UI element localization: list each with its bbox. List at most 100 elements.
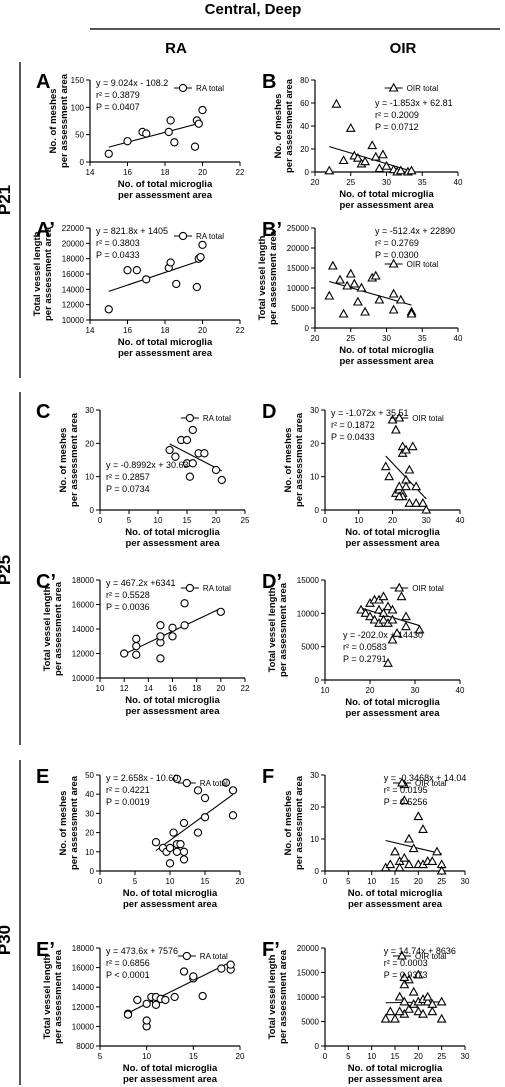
data-point [228,786,238,795]
data-point [399,979,410,989]
equation-line: r² = 0.5528 [106,590,150,600]
data-point [394,481,405,491]
y-axis-label: No. of meshes [58,791,69,856]
x-axis-label: No. of total microglia [339,189,434,200]
x-axis-label: No. of total microglia [348,888,443,899]
data-point [338,308,349,318]
x-tick-label: 18 [161,168,170,177]
panel-letter: A’ [36,219,55,241]
y-tick-label: 12000 [72,1003,95,1012]
x-tick-label: 20 [212,516,221,525]
age-labels: P21 P25 P30 [0,62,21,1085]
y-axis-label: per assessment area [284,78,295,173]
y-axis-label: per assessment area [294,775,305,870]
equation-line: r² = 0.2769 [375,238,419,248]
data-point [387,634,398,644]
x-tick-label: 30 [422,516,431,525]
panel-letter: C’ [36,571,56,593]
data-point [217,964,226,973]
x-tick-label: 5 [133,877,138,886]
data-point [414,624,425,634]
x-axis-label: No. of total microglia [345,697,440,708]
data-point [170,138,179,147]
x-tick-label: 22 [241,684,250,693]
legend-label: OIR total [415,779,447,788]
legend-label: RA total [196,84,224,93]
x-tick-label: 35 [418,334,427,343]
legend-label: OIR total [412,414,444,423]
y-axis-label: per assessment area [43,226,54,321]
x-tick-label: 5 [127,516,132,525]
data-point [374,163,385,173]
x-tick-label: 0 [323,877,328,886]
data-point [176,839,185,849]
equation-line: y = 467.2x +6341 [106,578,176,588]
equation-line: P = 0.0433 [96,250,140,260]
data-point [352,296,363,306]
x-axis-label: per assessment area [345,538,440,549]
equation-line: P < 0.0001 [106,970,150,980]
x-tick-label: 15 [391,1052,400,1061]
y-tick-label: 40 [300,122,309,131]
data-point [384,471,395,481]
data-point [378,614,389,624]
x-tick-label: 30 [411,686,420,695]
x-tick-label: 5 [98,1052,103,1061]
x-axis-label: per assessment area [125,706,220,717]
data-point [331,98,342,108]
data-point [387,414,398,424]
data-point [417,498,428,507]
data-point [394,991,405,1001]
panel-F2: 0 5 10 15 20 25 30 0 5000 10000 15000 20000 No. of t… [262,939,470,1085]
data-point [342,280,353,290]
legend-marker [185,413,195,423]
equation-line: P = 0.0300 [375,250,419,260]
figure-title: Central, Deep [205,1,302,18]
data-point [385,859,396,869]
y-tick-label: 0 [315,506,320,515]
data-point [360,306,370,316]
regression-line [155,793,234,851]
y-tick-label: 15000 [287,264,310,273]
data-point [200,813,210,822]
data-point [387,604,398,614]
legend-marker [388,258,399,268]
equation-line: P = 0.0036 [106,602,150,612]
data-point [413,1006,424,1016]
x-tick-label: 10 [321,686,330,695]
data-point [188,459,197,468]
data-point [156,654,165,663]
y-tick-label: 20 [310,439,319,448]
legend-marker [394,582,405,592]
data-point [378,591,389,601]
data-point [396,591,407,601]
y-tick-label: 25000 [287,224,310,233]
x-tick-label: 15 [189,1052,198,1061]
panel-letter: C [36,401,50,423]
x-tick-label: 30 [461,1052,470,1061]
data-point [432,846,442,856]
data-point [170,992,179,1002]
y-tick-label: 60 [300,99,309,108]
y-tick-label: 12000 [72,650,95,659]
y-tick-label: 10000 [297,609,320,618]
y-tick-label: 12000 [62,301,85,310]
data-point [404,1003,414,1013]
data-point [395,165,406,175]
equation-line: r² = 0.6856 [106,958,150,968]
data-point [156,632,165,641]
x-tick-label: 25 [241,516,250,525]
age-label: P30 [0,925,14,955]
data-point [381,160,392,170]
y-axis-label: per assessment area [268,230,279,325]
y-tick-label: 18000 [62,255,85,264]
y-tick-label: 0 [305,324,310,333]
x-tick-label: 20 [414,1052,423,1061]
y-tick-label: 0 [315,867,320,876]
y-axis-label: per assessment area [278,582,289,677]
x-tick-label: 0 [323,1052,328,1061]
x-tick-label: 30 [382,178,391,187]
data-point [401,611,411,621]
x-tick-label: 15 [201,877,210,886]
equation-line: y = -1.072x + 35.51 [331,408,409,418]
